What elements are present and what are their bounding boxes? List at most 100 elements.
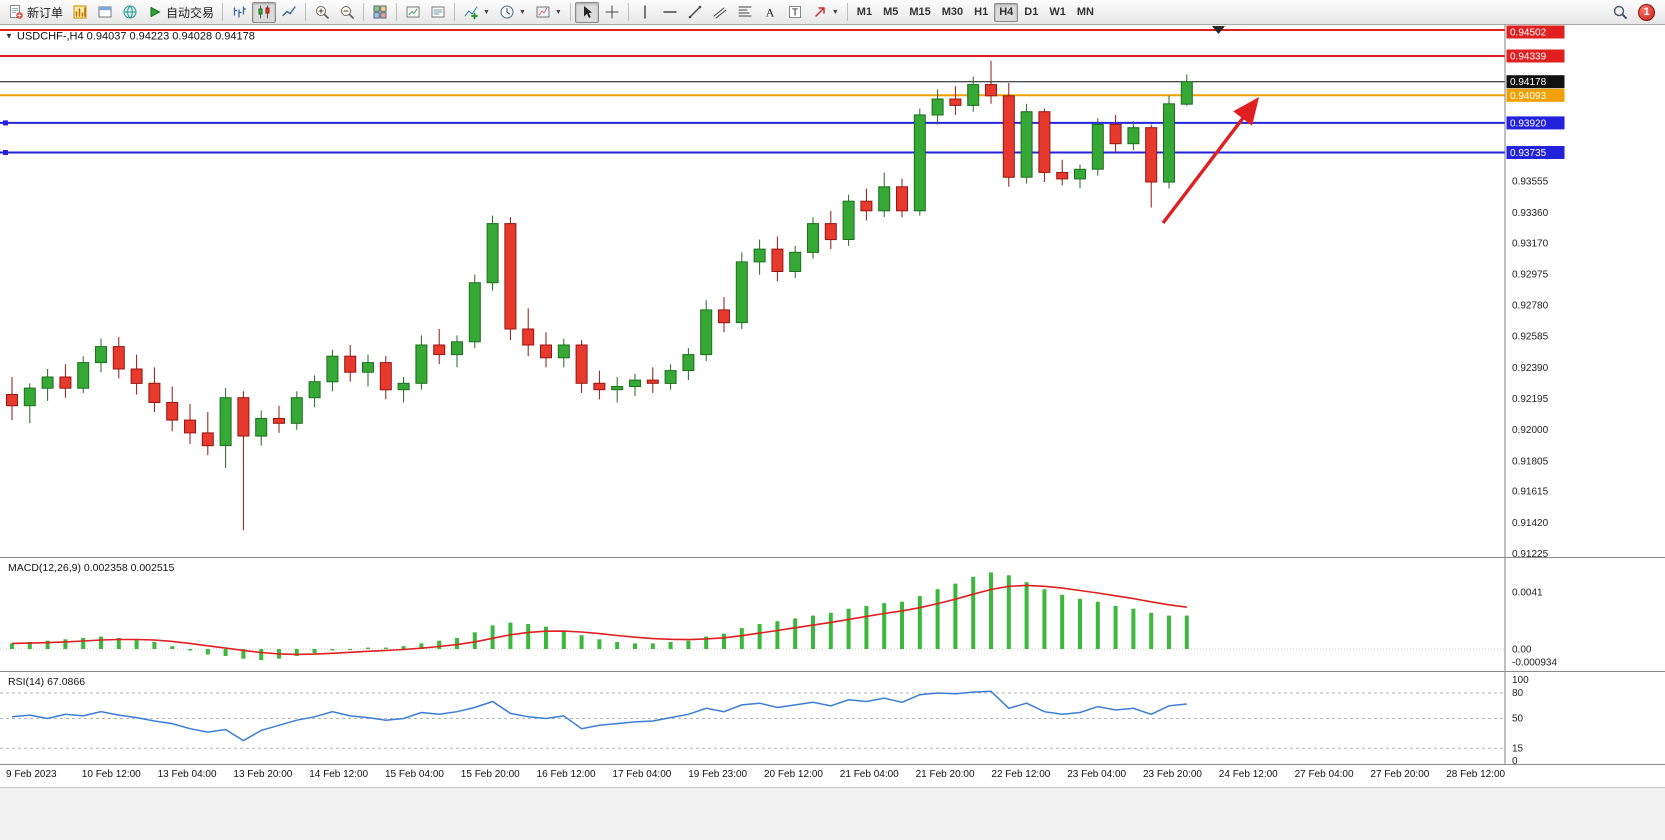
- fibonacci-button[interactable]: [733, 2, 757, 23]
- toolbar-separator: [569, 3, 571, 21]
- chevron-down-icon[interactable]: ▼: [554, 8, 562, 16]
- toolbar-button-group: 新订单 自动交易 ▼ ▼ ▼ A T ▼ M1 M5 M15 M30 H1 H4 D1 W1 MN: [4, 1, 1099, 23]
- timeframe-m15-button[interactable]: M15: [909, 6, 931, 18]
- svg-text:0.94178: 0.94178: [1510, 77, 1547, 88]
- price-tag: 0.93920: [1506, 116, 1565, 130]
- autotrade-button[interactable]: 自动交易: [143, 2, 218, 23]
- new-chart-icon: [72, 4, 88, 20]
- price-axis-label: 0.92195: [1512, 394, 1549, 405]
- periods-button[interactable]: ▼: [495, 2, 530, 23]
- panel-separator[interactable]: [0, 671, 1665, 672]
- toolbar-separator: [846, 3, 848, 21]
- price-axis-label: 0.92000: [1512, 425, 1549, 436]
- rsi-scale-label: 80: [1512, 688, 1524, 699]
- macd-panel[interactable]: MACD(12,26,9) 0.002358 0.002515 0.0041 0.0…: [0, 558, 1665, 671]
- toolbar-separator: [454, 3, 456, 21]
- channel-icon: [712, 4, 728, 20]
- timeframe-h4-button[interactable]: H4: [994, 2, 1019, 22]
- price-axis-label: 0.92975: [1512, 269, 1549, 280]
- price-tag: 0.94339: [1506, 49, 1565, 63]
- rsi-line: [11, 690, 1187, 742]
- cursor-button[interactable]: [574, 1, 599, 23]
- price-tag: 0.93735: [1506, 146, 1565, 159]
- new-chart-button[interactable]: [68, 2, 92, 23]
- time-label: 27 Feb 20:00: [1370, 769, 1430, 780]
- timeframe-h1-button[interactable]: H1: [974, 6, 989, 18]
- timeframe-m1-button[interactable]: M1: [856, 6, 873, 18]
- templates-button[interactable]: ▼: [531, 2, 566, 23]
- chevron-down-icon[interactable]: ▼: [483, 8, 490, 16]
- fibo-icon: [737, 4, 753, 20]
- timeframe-mn-button[interactable]: MN: [1076, 6, 1094, 18]
- chart-list-button[interactable]: [426, 2, 450, 23]
- candles-layer: [6, 60, 1193, 531]
- horizontal-line-button[interactable]: [658, 2, 682, 23]
- zoom-in-button[interactable]: [310, 2, 334, 23]
- line-chart-button[interactable]: [277, 2, 301, 23]
- timeframe-d1-button[interactable]: D1: [1024, 6, 1039, 18]
- toolbar-separator: [396, 3, 398, 21]
- search-icon[interactable]: [1612, 4, 1628, 20]
- bar-chart-icon: [231, 4, 247, 20]
- text-label-button[interactable]: T: [783, 2, 807, 23]
- tile-windows-button[interactable]: [368, 2, 392, 23]
- main-chart-panel[interactable]: ▼ USDCHF-,H4 0.94037 0.94223 0.94028 0.94…: [0, 25, 1665, 557]
- trend-arrow[interactable]: [1161, 96, 1260, 225]
- timeframe-w1-button[interactable]: W1: [1049, 6, 1066, 18]
- time-label: 10 Feb 12:00: [81, 769, 141, 780]
- toolbar-separator: [363, 3, 365, 21]
- new-order-button[interactable]: 新订单: [4, 2, 67, 23]
- time-label: 23 Feb 04:00: [1067, 769, 1127, 780]
- arrows-icon: [812, 4, 828, 20]
- time-label: 21 Feb 04:00: [839, 769, 899, 780]
- crosshair-button[interactable]: [600, 2, 624, 23]
- line-handle[interactable]: [3, 120, 8, 126]
- profile-icon: [97, 4, 113, 20]
- macd-label: MACD(12,26,9) 0.002358 0.002515: [8, 562, 175, 574]
- crosshair-icon: [604, 4, 620, 20]
- text-icon: A: [762, 4, 778, 20]
- price-axis-label: 0.91805: [1512, 456, 1549, 467]
- zoom-in-icon: [314, 4, 330, 20]
- indicators-icon: [463, 4, 479, 20]
- vline-icon: [637, 4, 653, 20]
- chevron-down-icon[interactable]: ▼: [831, 8, 839, 16]
- notification-badge[interactable]: 1: [1638, 3, 1655, 21]
- rsi-scale-label: 100: [1512, 675, 1529, 686]
- panel-separator[interactable]: [0, 557, 1665, 558]
- macd-scale-label: 0.00: [1512, 645, 1532, 656]
- text-button[interactable]: A: [758, 2, 782, 23]
- autotrade-icon: [147, 4, 163, 20]
- cursor-icon: [579, 4, 595, 20]
- candle-chart-button[interactable]: [252, 1, 277, 23]
- zoom-out-icon: [339, 4, 355, 20]
- chart-list-icon: [430, 4, 446, 20]
- refresh-button[interactable]: [118, 2, 142, 23]
- chart-shift-marker[interactable]: [1212, 26, 1225, 34]
- zoom-out-button[interactable]: [335, 2, 359, 23]
- timeframe-m5-button[interactable]: M5: [883, 6, 899, 18]
- profiles-button[interactable]: [93, 2, 117, 23]
- price-axis-label: 0.92780: [1512, 301, 1549, 312]
- svg-text:0.93735: 0.93735: [1510, 148, 1547, 159]
- vertical-line-button[interactable]: [633, 2, 657, 23]
- rsi-scale-label: 50: [1512, 714, 1524, 725]
- timeframe-m30-button[interactable]: M30: [941, 6, 964, 18]
- svg-text:0.94502: 0.94502: [1510, 28, 1547, 39]
- channel-button[interactable]: [708, 2, 732, 23]
- line-handle[interactable]: [3, 150, 8, 155]
- chevron-down-icon[interactable]: ▼: [518, 8, 526, 16]
- chart-menu-caret[interactable]: ▼: [5, 32, 13, 41]
- time-axis[interactable]: 9 Feb 2023 10 Feb 12:00 13 Feb 04:00 13 Feb…: [0, 765, 1665, 787]
- bar-chart-button[interactable]: [227, 2, 251, 23]
- chart-window-button[interactable]: [401, 2, 425, 23]
- arrows-button[interactable]: ▼: [808, 2, 843, 23]
- clock-icon: [499, 4, 515, 20]
- chart-symbol-title: USDCHF-,H4 0.94037 0.94223 0.94028 0.941…: [17, 31, 255, 43]
- line-chart-icon: [281, 4, 297, 20]
- chart-window: ▼ USDCHF-,H4 0.94037 0.94223 0.94028 0.94…: [0, 25, 1665, 840]
- indicators-button[interactable]: ▼: [459, 2, 494, 23]
- time-label: 14 Feb 12:00: [309, 769, 369, 780]
- rsi-panel[interactable]: RSI(14) 67.0866 100 80 50 15 0: [0, 672, 1665, 764]
- trendline-button[interactable]: [683, 2, 707, 23]
